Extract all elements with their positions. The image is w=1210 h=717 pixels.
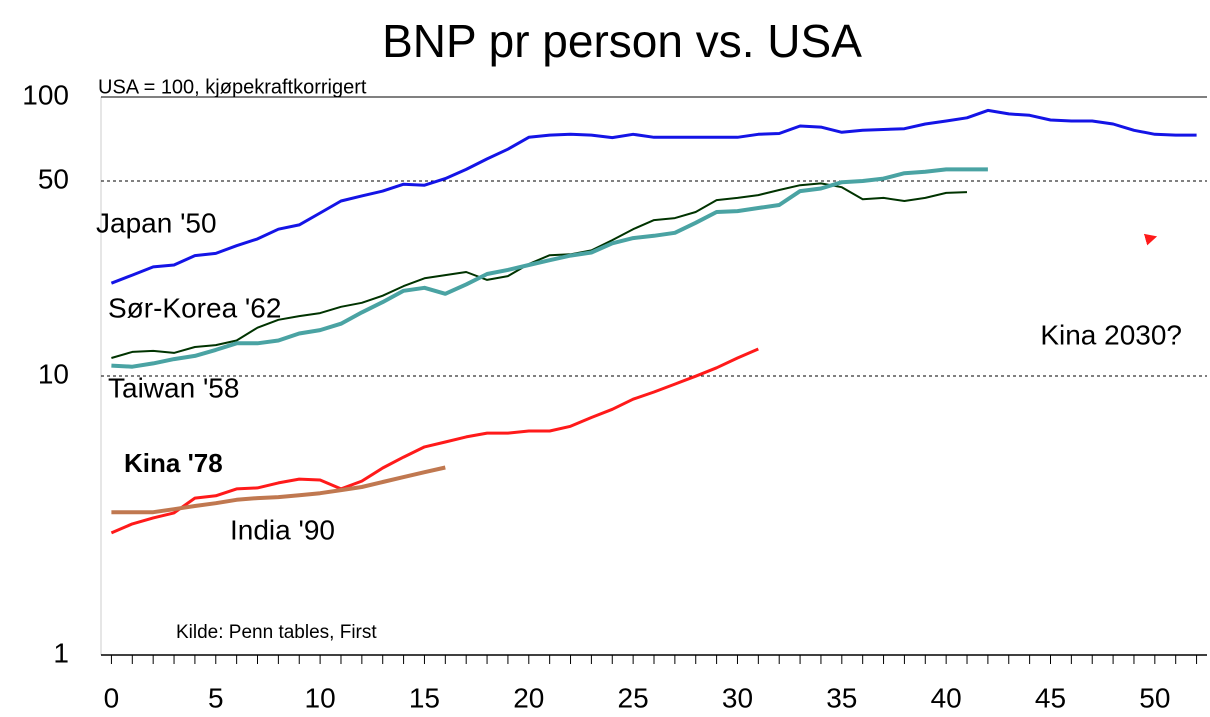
series-line bbox=[110, 347, 759, 535]
x-tick-label: 0 bbox=[104, 682, 120, 713]
series-label: Kina '78 bbox=[124, 448, 223, 478]
x-tick-label: 35 bbox=[826, 682, 857, 713]
series-label: Japan '50 bbox=[96, 207, 217, 238]
x-tick-label: 15 bbox=[409, 682, 440, 713]
series-label: India '90 bbox=[230, 514, 335, 545]
x-tick-label: 25 bbox=[618, 682, 649, 713]
x-tick-label: 45 bbox=[1035, 682, 1066, 713]
x-tick-label: 5 bbox=[208, 682, 224, 713]
x-tick-label: 30 bbox=[722, 682, 753, 713]
series-line bbox=[110, 108, 1197, 285]
series-label: Kina 2030? bbox=[1040, 319, 1182, 350]
x-tick-label: 10 bbox=[305, 682, 336, 713]
series-line bbox=[111, 465, 446, 515]
x-tick-label: 40 bbox=[931, 682, 962, 713]
y-tick-label: 100 bbox=[22, 79, 69, 110]
chart-title: BNP pr person vs. USA bbox=[382, 15, 862, 67]
y-tick-label: 50 bbox=[38, 163, 69, 194]
series-label: Taiwan '58 bbox=[108, 372, 239, 403]
y-tick-label: 1 bbox=[53, 637, 69, 668]
x-tick-label: 50 bbox=[1139, 682, 1170, 713]
series-label: Sør-Korea '62 bbox=[108, 292, 281, 323]
source-note: Kilde: Penn tables, First bbox=[176, 622, 377, 643]
x-tick-label: 20 bbox=[513, 682, 544, 713]
y-tick-label: 10 bbox=[38, 358, 69, 389]
series-line bbox=[111, 167, 988, 369]
series-line bbox=[111, 182, 968, 359]
subtitle: USA = 100, kjøpekraftkorrigert bbox=[98, 76, 367, 98]
